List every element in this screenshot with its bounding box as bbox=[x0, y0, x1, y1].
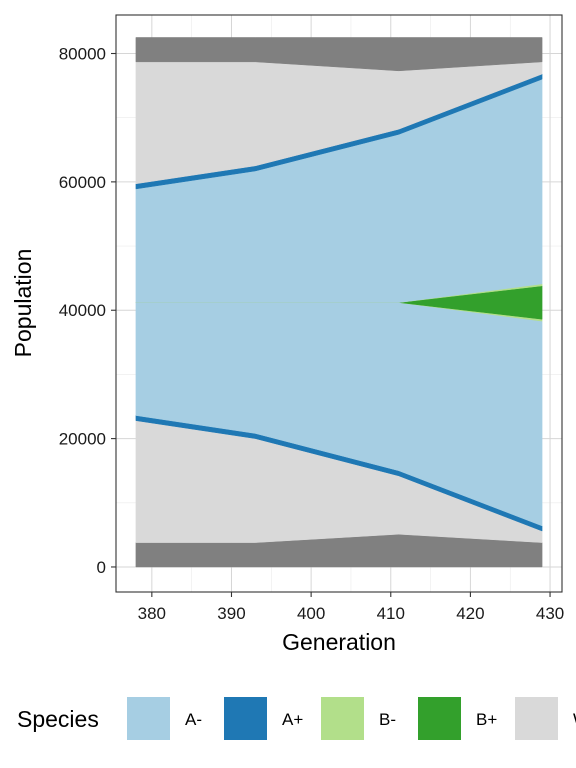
plot-border bbox=[115, 14, 563, 593]
legend: Species A- A+ B- B+ W- bbox=[17, 697, 576, 740]
x-tick-label: 430 bbox=[536, 604, 564, 623]
plot-frame bbox=[115, 14, 563, 593]
legend-label: A- bbox=[185, 710, 202, 729]
area-layers bbox=[135, 37, 543, 568]
x-axis: 380 390 400 410 420 430 bbox=[138, 592, 564, 623]
legend-key-a- bbox=[127, 697, 170, 740]
y-tick-label: 80000 bbox=[59, 45, 106, 64]
x-tick-label: 410 bbox=[377, 604, 405, 623]
legend-title: Species bbox=[17, 706, 99, 732]
x-tick-label: 390 bbox=[217, 604, 245, 623]
y-tick-label: 40000 bbox=[59, 301, 106, 320]
y-tick-label: 20000 bbox=[59, 430, 106, 449]
legend-key-w- bbox=[515, 697, 558, 740]
legend-key-b- bbox=[321, 697, 364, 740]
legend-label: W- bbox=[573, 710, 576, 729]
legend-key-a- bbox=[224, 697, 267, 740]
x-tick-label: 420 bbox=[456, 604, 484, 623]
area-dark-top bbox=[135, 37, 543, 72]
legend-label: B+ bbox=[476, 710, 497, 729]
x-tick-label: 380 bbox=[138, 604, 166, 623]
y-axis-title: Population bbox=[10, 249, 36, 358]
legend-label: A+ bbox=[282, 710, 303, 729]
y-tick-label: 60000 bbox=[59, 173, 106, 192]
y-tick-label: 0 bbox=[97, 558, 106, 577]
y-axis: 0 20000 40000 60000 80000 bbox=[59, 45, 116, 577]
x-tick-label: 400 bbox=[297, 604, 325, 623]
legend-key-b- bbox=[418, 697, 461, 740]
x-axis-title: Generation bbox=[282, 629, 396, 655]
legend-label: B- bbox=[379, 710, 396, 729]
